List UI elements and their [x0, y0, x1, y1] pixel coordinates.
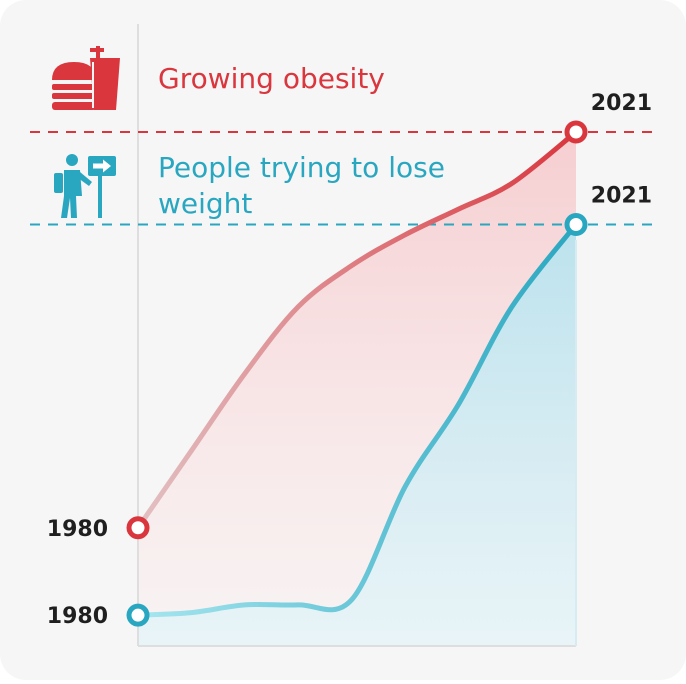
weight-loss-area: [138, 224, 576, 646]
weight-loss-series-label-line-2: weight: [158, 187, 252, 220]
obesity-end-year-label: 2021: [591, 91, 652, 116]
weight-loss-start-year-label: 1980: [47, 604, 108, 629]
obesity-start-year-label: 1980: [47, 517, 108, 542]
weight-loss-end-point: [564, 213, 588, 237]
hiker-sign-arrow: [93, 159, 111, 173]
obesity-end-point: [564, 120, 588, 144]
obesity-series-line: [135, 129, 579, 531]
fast-food-icon: [52, 46, 120, 110]
obesity-series-label: Growing obesity: [158, 62, 385, 95]
weight-loss-series-label-part-1: People trying to lose: [158, 151, 445, 184]
weight-loss-series-label-part-2: weight: [158, 187, 252, 220]
weight-loss-end-year-label: 2021: [591, 184, 652, 209]
weight-loss-start-point: [126, 603, 150, 627]
fast-food-icon-detail: [92, 62, 94, 108]
obesity-start-point: [126, 516, 150, 540]
weight-loss-series-line: [135, 222, 579, 618]
weight-loss-series-label-line-1: People trying to lose: [158, 151, 445, 184]
